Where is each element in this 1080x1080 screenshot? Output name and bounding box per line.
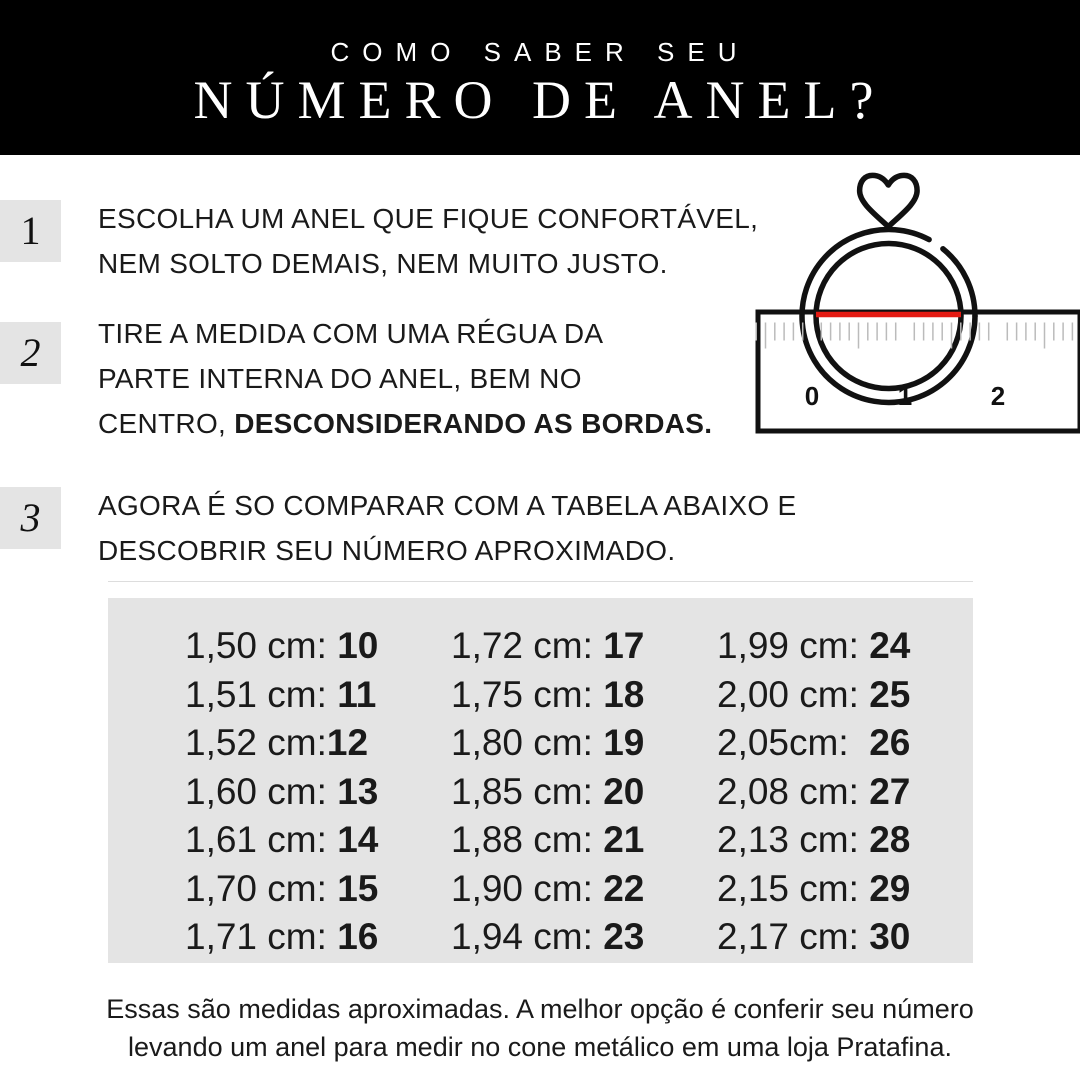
svg-text:2: 2 bbox=[991, 381, 1005, 411]
svg-text:1: 1 bbox=[898, 381, 912, 411]
svg-text:0: 0 bbox=[805, 381, 819, 411]
